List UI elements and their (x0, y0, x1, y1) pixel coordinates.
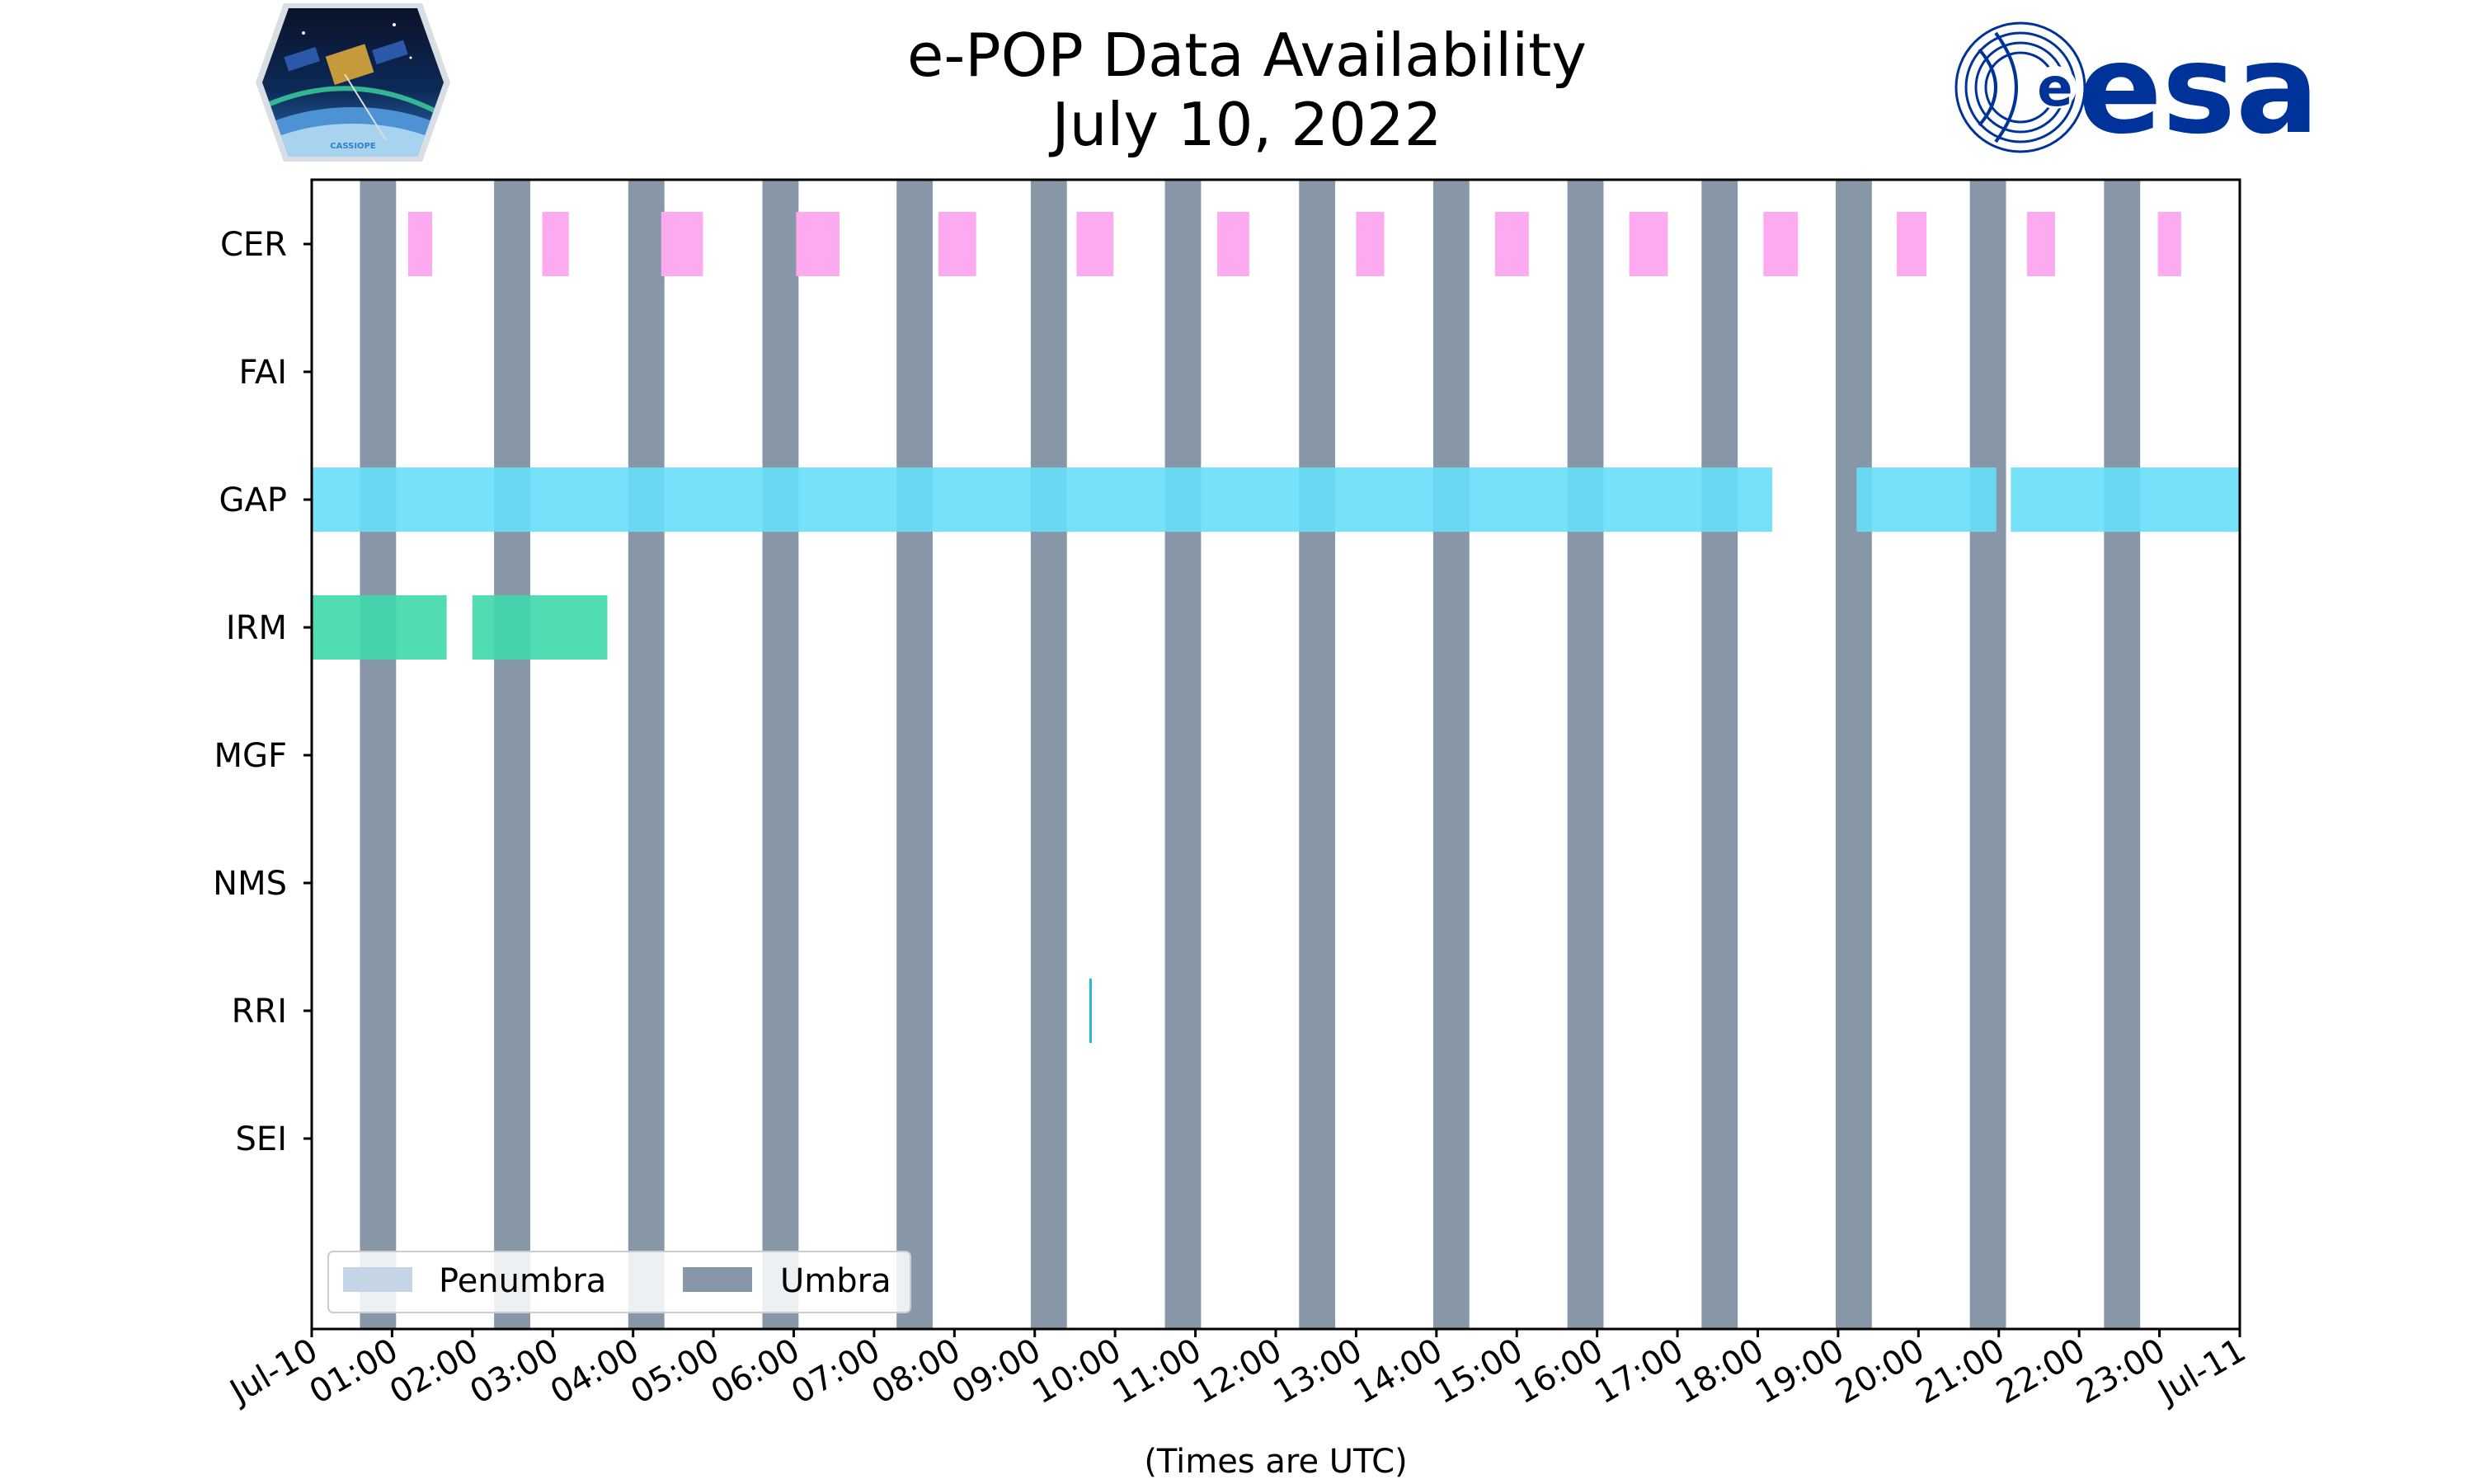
x-tick-label-0: Jul-10 (222, 1331, 324, 1412)
cer-bar-11 (1897, 212, 1927, 276)
esa-logo: e esa (1954, 18, 2319, 162)
umbra-band-8 (1432, 180, 1470, 1329)
umbra-band-10 (1701, 180, 1738, 1329)
legend-label-umbra: Umbra (780, 1262, 891, 1300)
cer-bar-9 (1629, 212, 1668, 276)
y-tick-label-fai: FAI (239, 354, 288, 392)
svg-text:e: e (2037, 58, 2072, 119)
x-tick-label-19: 19:00 (1749, 1331, 1851, 1411)
x-tick-label-22: 22:00 (1990, 1331, 2091, 1411)
y-tick-label-cer: CER (220, 226, 287, 264)
x-tick-label-11: 11:00 (1107, 1331, 1208, 1411)
x-axis-label: (Times are UTC) (1144, 1443, 1407, 1481)
x-tick-label-18: 18:00 (1669, 1331, 1771, 1411)
esa-globe-icon: e (1954, 21, 2086, 153)
legend-label-penumbra: Penumbra (439, 1262, 606, 1300)
x-tick-label-8: 08:00 (865, 1331, 967, 1411)
cer-bar-12 (2026, 212, 2055, 276)
y-axis: CER FAI GAP IRM MGF NMS RRI SEI (213, 226, 312, 1158)
plot-area: CER FAI GAP IRM MGF NMS RRI SEI Jul-1001:0002:0… (213, 178, 2252, 1412)
cer-bar-1 (542, 212, 569, 276)
x-tick-label-16: 16:00 (1508, 1331, 1610, 1411)
irm-bar-1 (472, 595, 608, 660)
umbra-band-1 (494, 180, 530, 1329)
umbra-band-3 (762, 180, 799, 1329)
y-tick-label-gap: GAP (219, 481, 287, 519)
x-tick-label-12: 12:00 (1187, 1331, 1288, 1411)
gap-bar-0 (312, 467, 1773, 532)
title-line-2: July 10, 2022 (1049, 90, 1442, 159)
cer-bar-13 (2157, 212, 2181, 276)
x-tick-label-20: 20:00 (1829, 1331, 1931, 1411)
umbra-band-11 (1835, 180, 1872, 1329)
cassiope-logo-text: CASSIOPE (330, 142, 376, 151)
x-tick-label-3: 03:00 (463, 1331, 565, 1411)
umbra-bands (360, 180, 2141, 1329)
legend: Penumbra Umbra (327, 1251, 911, 1313)
rri-bar-0 (1089, 979, 1092, 1043)
x-tick-label-2: 02:00 (383, 1331, 485, 1411)
x-tick-label-10: 10:00 (1026, 1331, 1127, 1411)
cer-bar-8 (1494, 212, 1529, 276)
umbra-band-12 (1969, 180, 2006, 1329)
y-tick-label-nms: NMS (213, 865, 287, 903)
x-tick-label-17: 17:00 (1588, 1331, 1690, 1411)
cer-bar-6 (1216, 212, 1249, 276)
cer-bar-7 (1356, 212, 1385, 276)
x-tick-label-15: 15:00 (1427, 1331, 1529, 1411)
cer-bar-2 (661, 212, 703, 276)
gap-bar-1 (1856, 467, 1997, 532)
umbra-band-6 (1164, 180, 1202, 1329)
cer-bar-3 (796, 212, 840, 276)
umbra-band-4 (896, 180, 934, 1329)
cer-bar-5 (1076, 212, 1114, 276)
umbra-band-13 (2104, 180, 2141, 1329)
x-tick-label-21: 21:00 (1910, 1331, 2011, 1411)
cer-bar-0 (407, 212, 433, 276)
x-tick-label-13: 13:00 (1268, 1331, 1369, 1411)
x-tick-label-6: 06:00 (705, 1331, 807, 1411)
y-tick-label-rri: RRI (232, 993, 287, 1031)
umbra-band-0 (360, 180, 397, 1329)
esa-logo-text: esa (2078, 18, 2319, 162)
y-tick-label-sei: SEI (236, 1120, 287, 1158)
x-axis: Jul-1001:0002:0003:0004:0005:0006:0007:0… (222, 1329, 2252, 1412)
umbra-band-5 (1030, 180, 1067, 1329)
y-tick-label-irm: IRM (226, 609, 287, 647)
x-tick-label-4: 04:00 (544, 1331, 646, 1411)
gap-bar-2 (2011, 467, 2240, 532)
y-tick-label-mgf: MGF (214, 737, 287, 775)
legend-swatch-umbra (683, 1267, 752, 1292)
umbra-band-9 (1567, 180, 1604, 1329)
legend-swatch-penumbra (343, 1267, 412, 1292)
x-tick-label-9: 09:00 (946, 1331, 1047, 1411)
cer-bar-10 (1763, 212, 1799, 276)
cer-bar-4 (938, 212, 976, 276)
x-tick-label-7: 07:00 (785, 1331, 887, 1411)
legend-box (327, 1251, 911, 1313)
umbra-band-7 (1299, 180, 1336, 1329)
plot-background (312, 180, 2240, 1329)
x-tick-label-23: 23:00 (2071, 1331, 2172, 1411)
x-tick-label-1: 01:00 (303, 1331, 405, 1411)
x-tick-label-14: 14:00 (1348, 1331, 1449, 1411)
x-tick-label-5: 05:00 (624, 1331, 726, 1411)
umbra-band-2 (628, 180, 665, 1329)
instrument-bars (312, 212, 2240, 1043)
x-tick-label-24: Jul-11 (2150, 1331, 2252, 1412)
chart-title: e-POP Data Availability July 10, 2022 (907, 21, 1587, 159)
title-line-1: e-POP Data Availability (907, 21, 1587, 90)
irm-bar-0 (312, 595, 447, 660)
